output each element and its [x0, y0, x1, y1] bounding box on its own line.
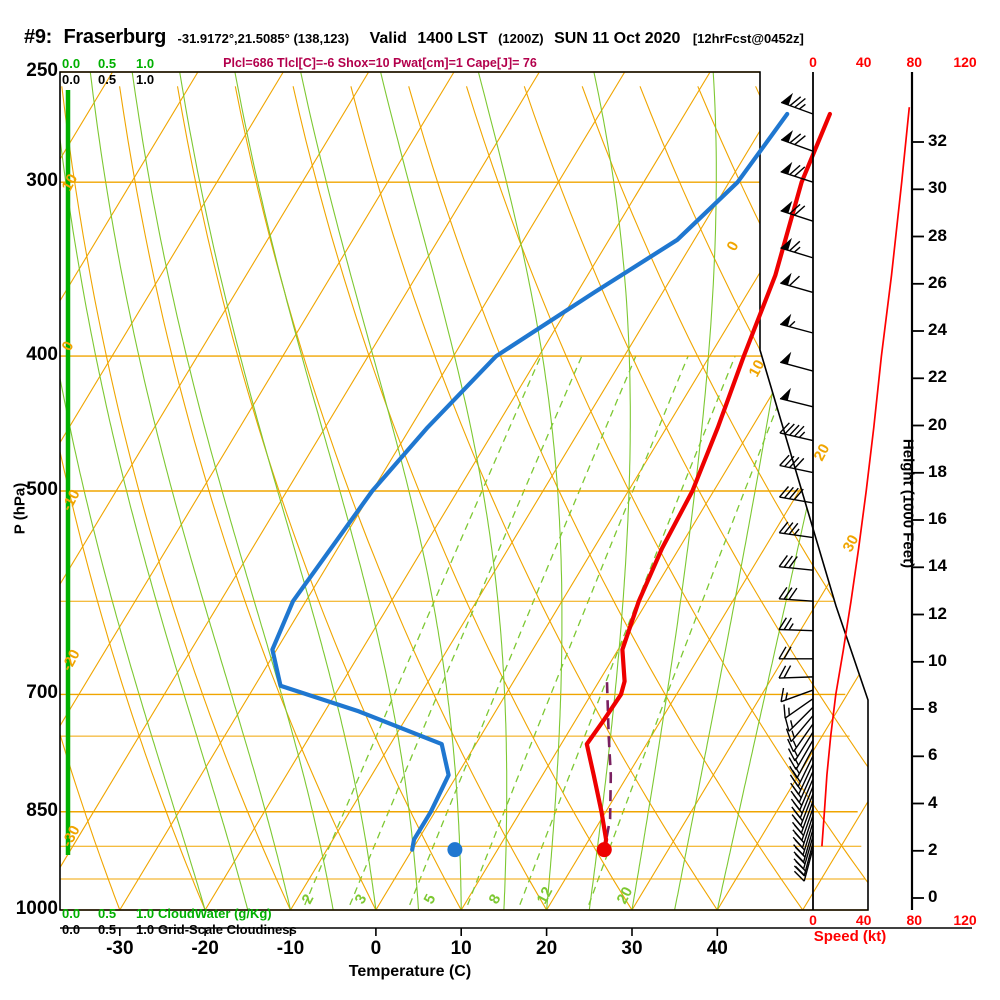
surface-dewpoint-dot: [447, 842, 463, 858]
station-name: Fraserburg: [63, 26, 167, 48]
dewpoint-trace: [270, 111, 790, 852]
cloudwater-tick-bottom: 0.0: [62, 906, 81, 921]
pressure-tick-label: 1000: [15, 898, 58, 919]
speed-tick-label-bottom: 80: [906, 912, 923, 928]
valid-utc: (1200Z): [498, 31, 544, 46]
surface-markers: [447, 842, 612, 858]
isotherm-label: -20: [59, 647, 84, 674]
dry-adiabat-lines: [60, 86, 868, 910]
height-tick-label: 20: [928, 414, 947, 434]
pressure-tick-label: 400: [26, 344, 58, 366]
mixing-ratio-label: 8: [486, 892, 505, 907]
height-axis: [912, 141, 924, 899]
pressure-tick-label: 300: [26, 170, 58, 192]
station-id: #9:: [24, 26, 53, 48]
cloudiness-tick-top: 0.5: [98, 72, 117, 87]
wind-speed-trace: [821, 107, 911, 847]
forecast-tag: [12hrFcst@0452z]: [692, 31, 804, 46]
dry-adiabat-label: 30: [840, 532, 863, 555]
cloudwater-label-bottom: CloudWater (g/Kg): [158, 906, 272, 921]
speed-tick-label-top: 0: [809, 54, 817, 70]
cloudiness-tick-top: 0.0: [62, 72, 81, 87]
cloudiness-tick-bottom: 0.5: [98, 922, 117, 937]
height-tick-label: 14: [928, 556, 947, 576]
mixing-ratio-label: 20: [614, 884, 637, 907]
height-tick-label: 12: [928, 603, 947, 623]
dry-adiabat-label: 20: [811, 441, 834, 464]
temperature-tick-label: 0: [370, 938, 382, 959]
height-tick-label: 26: [928, 272, 947, 292]
mixing-ratio-lines: [299, 355, 798, 910]
surface-temperature-dot: [596, 842, 612, 858]
pressure-tick-label: 850: [26, 799, 58, 821]
mixing-ratio-label: 2: [299, 892, 318, 907]
dry-adiabat-label: 10: [746, 357, 769, 380]
height-tick-label: 22: [928, 367, 947, 387]
height-tick-label: 30: [928, 178, 947, 198]
speed-tick-label-top: 120: [953, 54, 977, 70]
pressure-tick-label: 700: [26, 682, 58, 704]
cloudiness-label-bottom: Grid-Scale Cloudiness: [158, 922, 297, 937]
speed-tick-label-top: 80: [906, 54, 923, 70]
parcel-trace: [603, 682, 613, 850]
temperature-tick-label: 40: [706, 938, 728, 959]
mixing-ratio-label: 5: [421, 892, 440, 907]
cloudwater-tick-top: 1.0: [136, 56, 155, 71]
cloudiness-tick-bottom: 1.0: [136, 922, 155, 937]
isotherm-label: -30: [59, 823, 84, 850]
temperature-tick-label: 20: [536, 938, 558, 959]
speed-axis-label: Speed (kt): [813, 928, 887, 945]
cloudwater-tick-top: 0.5: [98, 56, 117, 71]
temperature-tick-label: 30: [621, 938, 643, 959]
station-coordinates: -31.9172°,21.5085° (138,123): [177, 31, 350, 46]
height-tick-label: 2: [928, 839, 938, 859]
height-tick-label: 28: [928, 225, 947, 245]
height-tick-label: 32: [928, 131, 947, 150]
cloudwater-tick-bottom: 1.0: [136, 906, 155, 921]
height-tick-label: 24: [928, 320, 947, 339]
height-tick-label: 16: [928, 509, 947, 528]
pressure-tick-label: 250: [26, 60, 58, 81]
cloudwater-tick-top: 0.0: [62, 56, 81, 71]
height-tick-label: 8: [928, 698, 938, 717]
speed-tick-label-bottom: 120: [953, 912, 977, 928]
plot-border: [59, 71, 972, 936]
chart-title-row: #9: Fraserburg -31.9172°,21.5085° (138,1…: [0, 26, 1000, 50]
speed-tick-label-bottom: 0: [809, 912, 817, 928]
wind-axis: [812, 72, 914, 910]
temperature-tick-label: 10: [450, 938, 472, 959]
temperature-trace: [584, 111, 832, 852]
temperature-tick-label: -20: [191, 938, 219, 959]
height-tick-label: 10: [928, 650, 947, 670]
cloudwater-tick-bottom: 0.5: [98, 906, 117, 921]
height-tick-label: 18: [928, 461, 947, 481]
isobar-lines: [60, 71, 868, 911]
stability-parameters: Plcl=686 Tlcl[C]=-6 Shox=10 Pwat[cm]=1 C…: [223, 56, 537, 70]
pressure-axis-label: P (hPa): [11, 482, 29, 535]
height-tick-label: 0: [928, 887, 938, 906]
cloudiness-tick-bottom: 0.0: [62, 922, 81, 937]
cloudiness-tick-top: 1.0: [136, 72, 155, 87]
speed-tick-label-top: 40: [855, 54, 872, 70]
height-tick-label: 4: [928, 792, 938, 812]
temperature-tick-label: -30: [106, 938, 134, 959]
temperature-tick-label: -10: [276, 938, 305, 959]
temperature-axis-label: Temperature (C): [348, 963, 472, 980]
valid-date: SUN 11 Oct 2020: [554, 30, 681, 47]
height-tick-label: 6: [928, 745, 938, 765]
valid-time: 1400 LST: [417, 30, 488, 47]
mixing-ratio-label: 12: [534, 884, 557, 907]
dry-adiabat-label: 0: [724, 239, 743, 254]
height-axis-label: Height (1000 Feet): [899, 438, 917, 569]
valid-word: Valid: [369, 30, 407, 47]
speed-tick-label-bottom: 40: [855, 912, 872, 928]
pressure-tick-label: 500: [26, 479, 58, 500]
wind-barbs: [778, 92, 814, 882]
isotherm-label: 10: [59, 171, 82, 194]
